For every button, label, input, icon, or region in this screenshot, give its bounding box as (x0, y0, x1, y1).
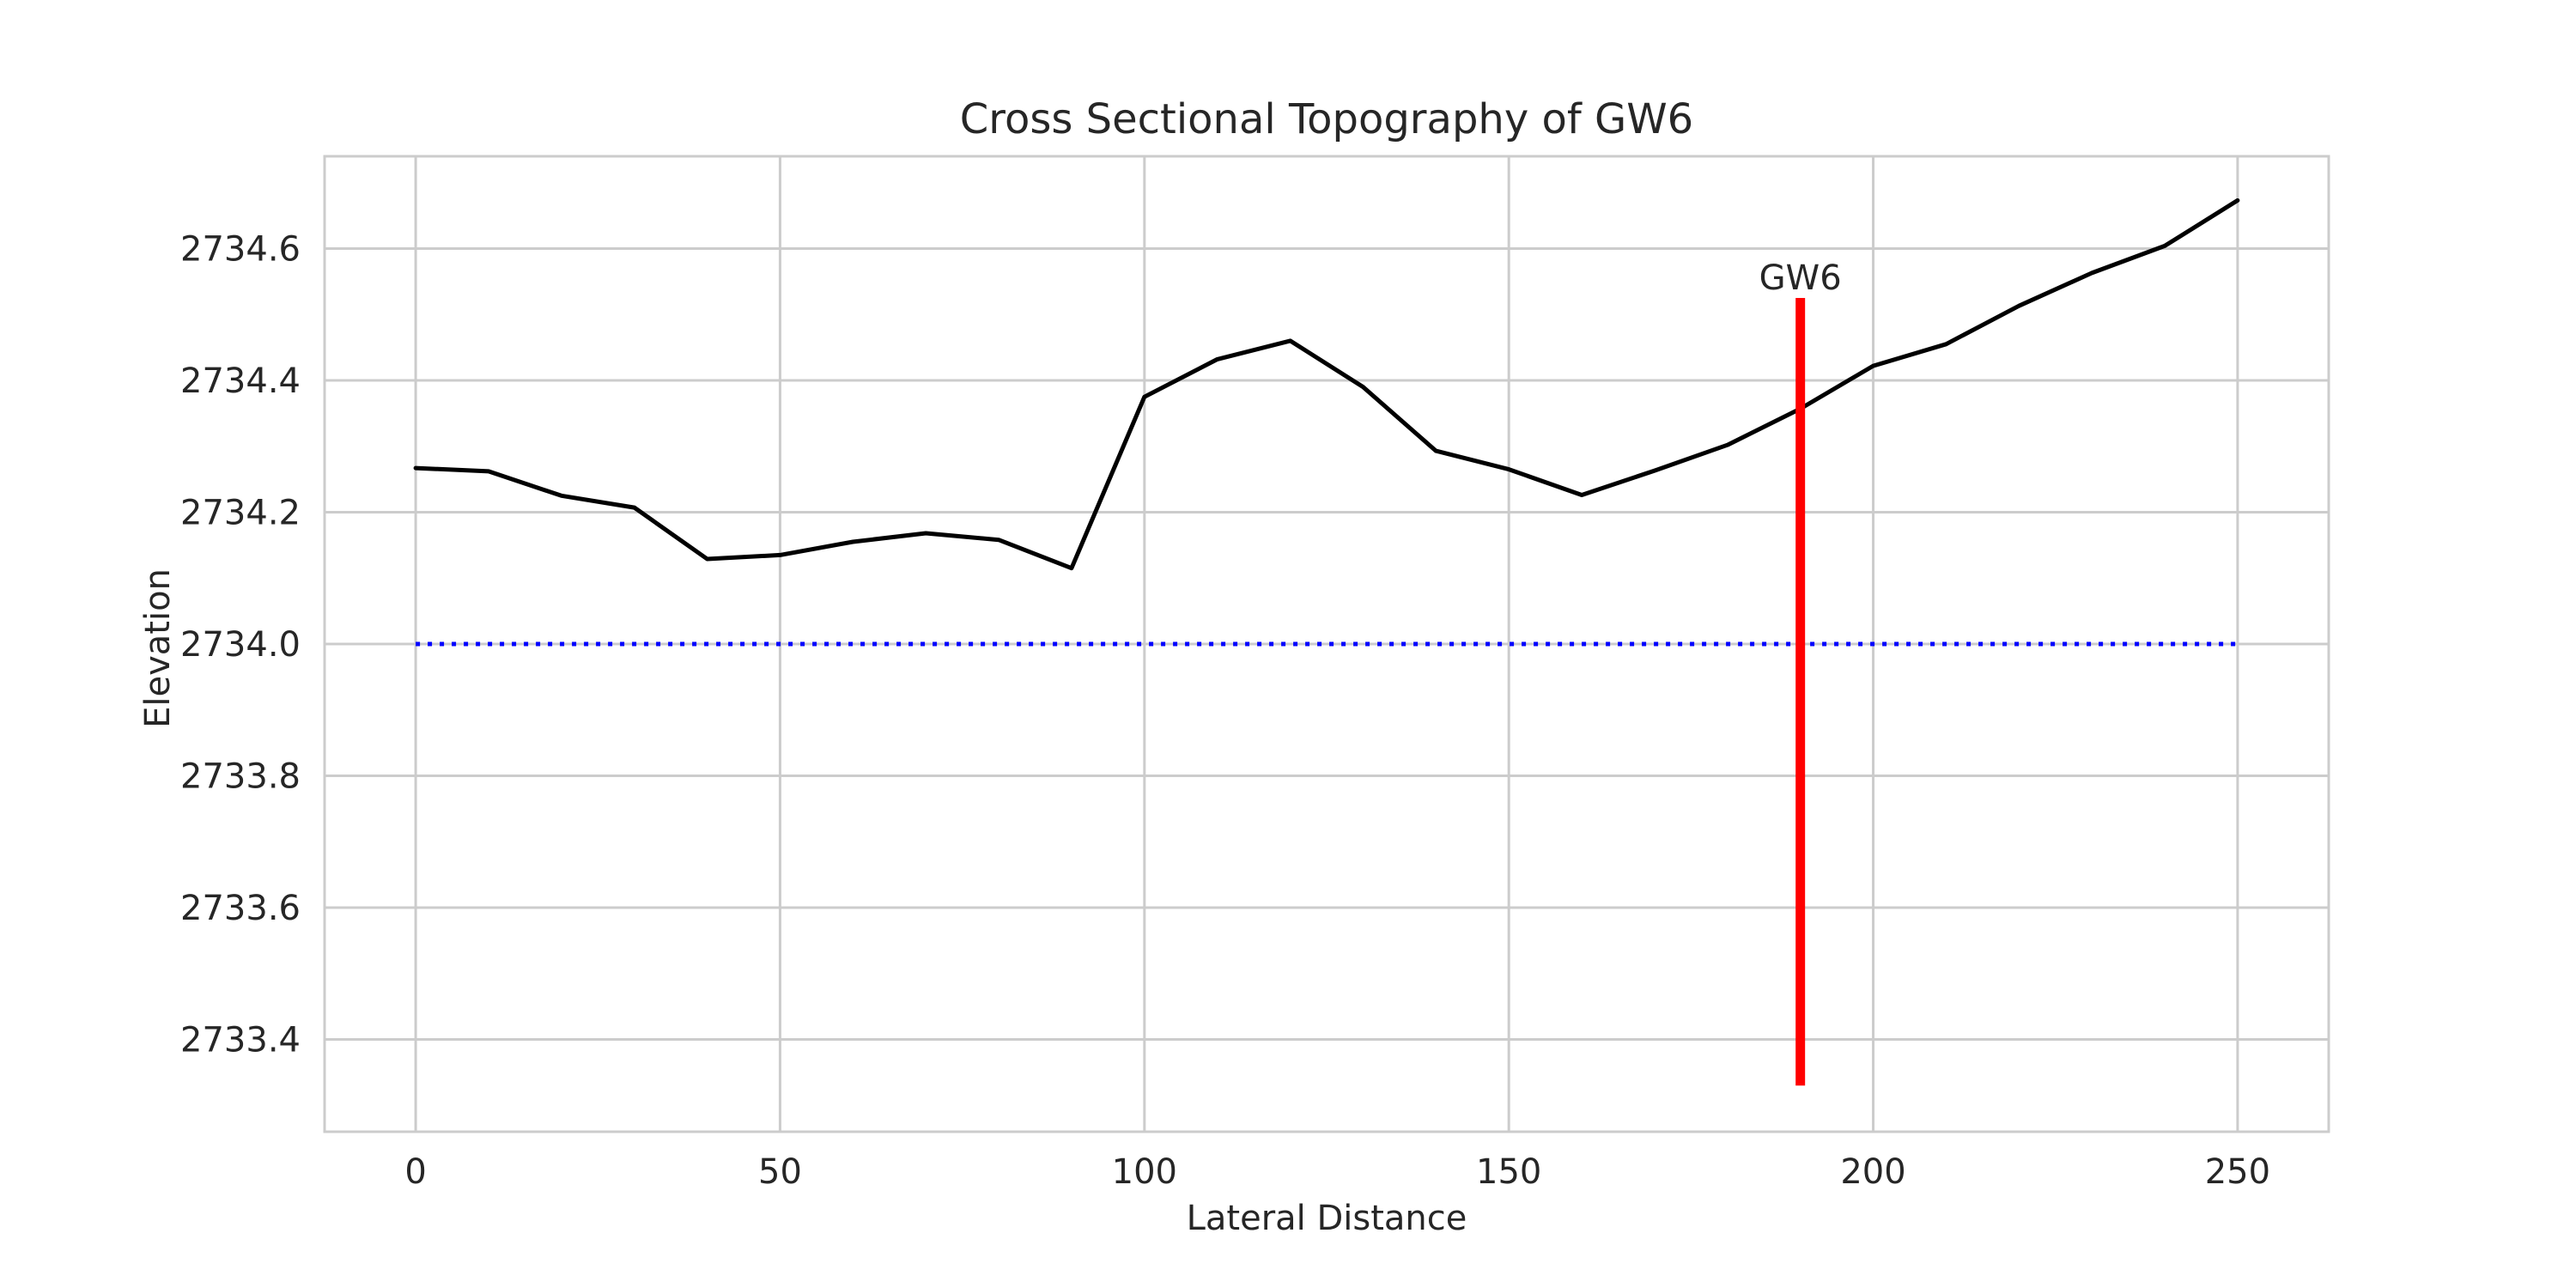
y-tick-label: 2734.0 (180, 625, 301, 665)
chart-title: Cross Sectional Topography of GW6 (960, 95, 1693, 143)
well-annotation-label: GW6 (1759, 258, 1842, 298)
annotation-layer: GW6 (1759, 258, 1842, 298)
y-tick-label: 2734.2 (180, 493, 301, 532)
tick-label-layer: 0 50 100 150 200 250 2733.4 2733.6 2733.8 2734.0 2… (180, 229, 2270, 1192)
x-tick-label: 0 (404, 1152, 426, 1192)
x-tick-label: 100 (1112, 1152, 1177, 1192)
y-axis-label: Elevation (138, 568, 178, 728)
x-tick-label: 150 (1476, 1152, 1541, 1192)
topography-profile-line (413, 197, 2240, 571)
y-tick-label: 2733.4 (180, 1021, 301, 1060)
series-layer (413, 197, 2240, 647)
y-tick-label: 2733.6 (180, 889, 301, 928)
x-tick-label: 200 (1840, 1152, 1905, 1192)
y-tick-label: 2734.6 (180, 229, 301, 269)
y-tick-label: 2734.4 (180, 361, 301, 401)
x-axis-label: Lateral Distance (1187, 1199, 1467, 1238)
x-tick-label: 50 (758, 1152, 802, 1192)
plot-frame (323, 155, 2330, 1133)
x-tick-label: 250 (2205, 1152, 2270, 1192)
y-tick-label: 2733.8 (180, 757, 301, 797)
